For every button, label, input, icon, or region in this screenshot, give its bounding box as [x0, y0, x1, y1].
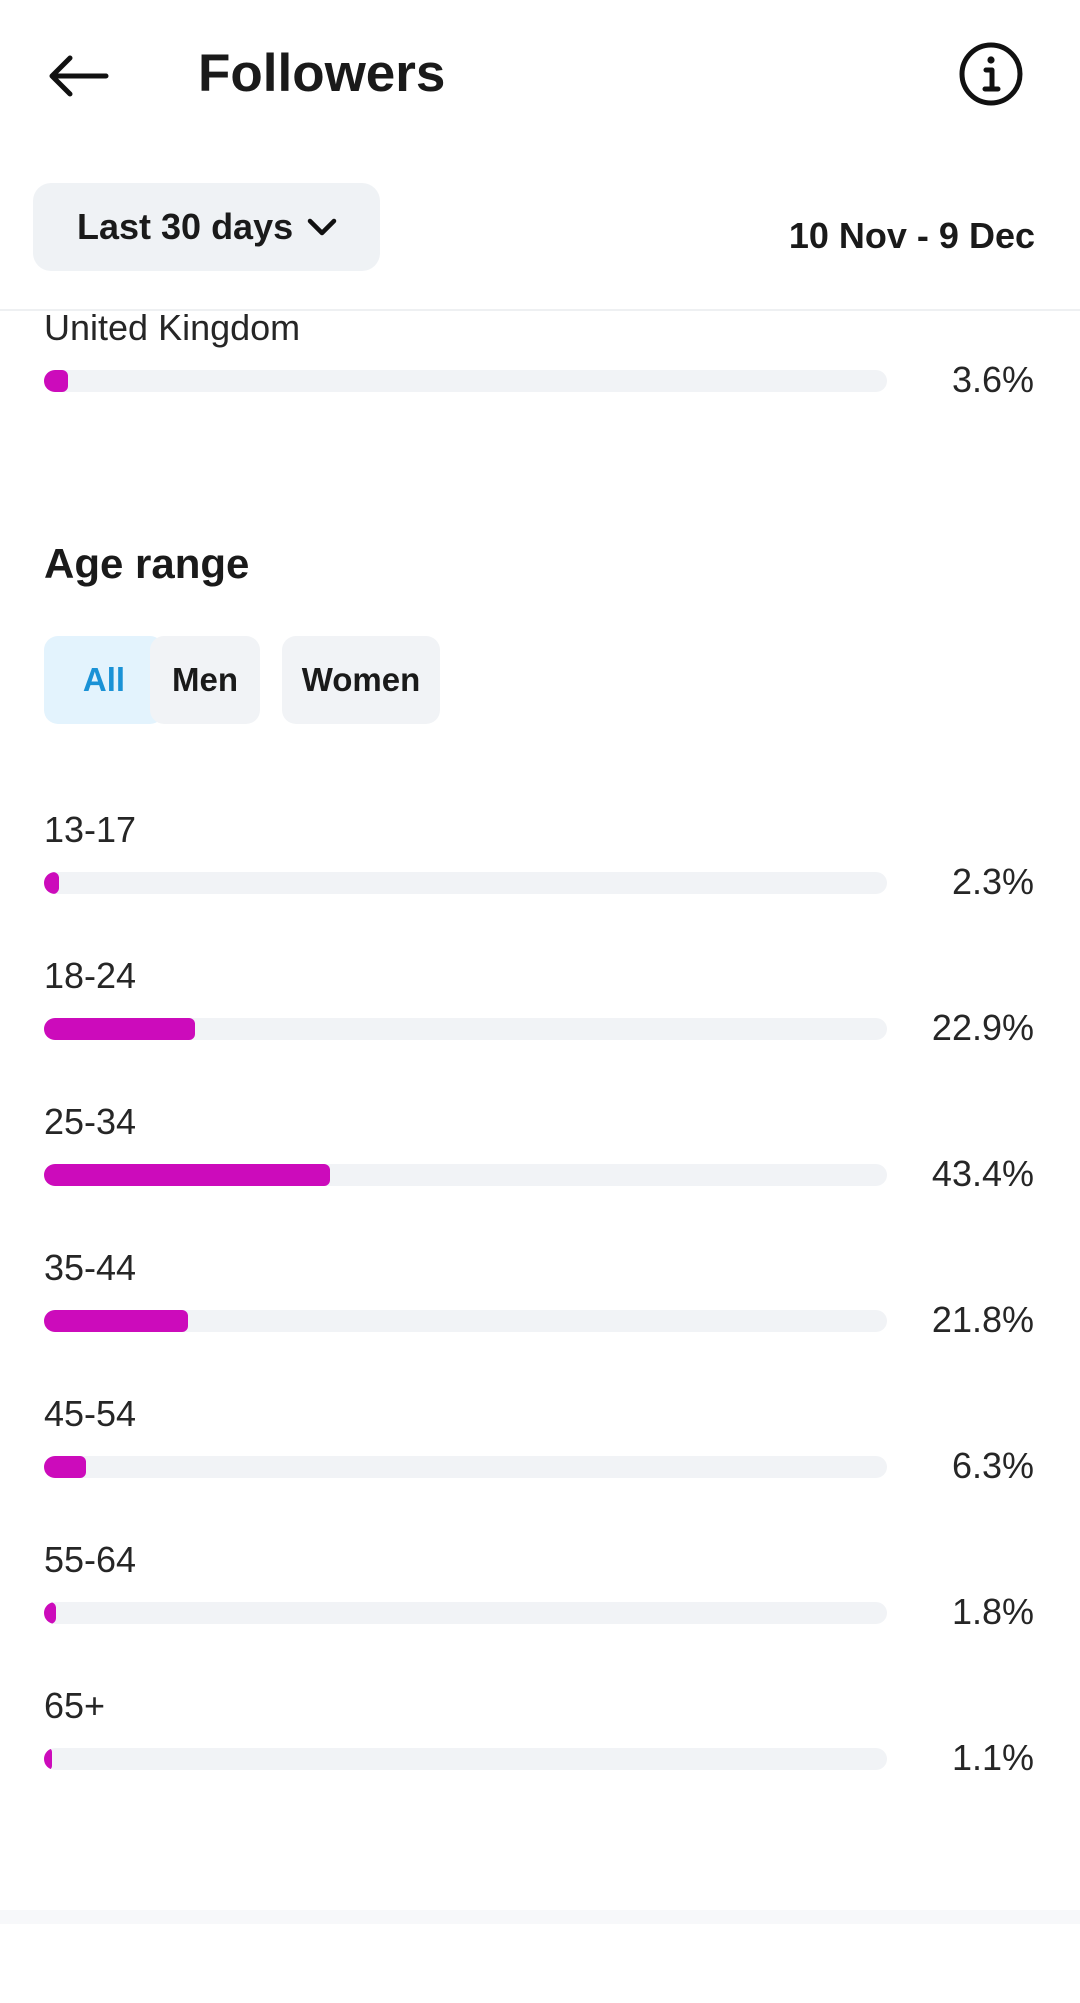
- location-label: United Kingdom: [44, 307, 301, 348]
- info-icon: [959, 42, 1023, 106]
- arrow-left-icon: [49, 55, 109, 97]
- age-bar-fill: [44, 1602, 56, 1624]
- segment-men[interactable]: Men: [150, 636, 260, 724]
- segment-men-label: Men: [172, 661, 238, 698]
- age-bar-track: [44, 1456, 887, 1478]
- age-value: 6.3%: [951, 1445, 1034, 1486]
- age-bar-track: [44, 872, 887, 894]
- app-header: Followers: [0, 0, 1080, 150]
- age-value: 21.8%: [931, 1299, 1034, 1340]
- age-label: 35-44: [44, 1247, 137, 1288]
- age-bar-fill: [44, 1456, 86, 1478]
- age-bar-track: [44, 1018, 887, 1040]
- chevron-down-icon: [307, 217, 337, 237]
- date-range: 10 Nov - 9 Dec: [788, 215, 1035, 256]
- segment-women[interactable]: Women: [282, 636, 440, 724]
- page-title: Followers: [198, 44, 446, 103]
- section-separator: [0, 1910, 1080, 1924]
- age-label: 18-24: [44, 955, 137, 996]
- age-range-title: Age range: [44, 540, 250, 587]
- age-bar-track: [44, 1164, 887, 1186]
- segment-all-label: All: [82, 661, 126, 698]
- age-value: 43.4%: [931, 1153, 1034, 1194]
- age-bar-track: [44, 1748, 887, 1770]
- segment-women-label: Women: [301, 661, 421, 698]
- age-bar-fill: [44, 1164, 330, 1186]
- age-label: 55-64: [44, 1539, 137, 1580]
- segment-all[interactable]: All: [44, 636, 164, 724]
- age-bar-track: [44, 1310, 887, 1332]
- age-value: 1.8%: [951, 1591, 1034, 1632]
- age-label: 25-34: [44, 1101, 137, 1142]
- age-bar-fill: [44, 1310, 188, 1332]
- location-bar-track: [44, 370, 887, 392]
- period-dropdown-label: Last 30 days: [77, 206, 294, 247]
- info-button[interactable]: [955, 38, 1027, 110]
- location-value: 3.6%: [951, 359, 1034, 400]
- age-bar-fill: [44, 1018, 195, 1040]
- age-label: 45-54: [44, 1393, 137, 1434]
- age-label: 65+: [44, 1685, 106, 1726]
- period-dropdown[interactable]: Last 30 days: [33, 183, 380, 271]
- age-bar-fill: [44, 1748, 52, 1770]
- location-bar-fill: [44, 370, 68, 392]
- age-label: 13-17: [44, 809, 137, 850]
- age-value: 1.1%: [951, 1737, 1034, 1778]
- age-value: 22.9%: [931, 1007, 1034, 1048]
- age-bar-fill: [44, 872, 59, 894]
- header-divider: [0, 309, 1080, 311]
- age-bar-track: [44, 1602, 887, 1624]
- back-button[interactable]: [38, 40, 118, 112]
- age-value: 2.3%: [951, 861, 1034, 902]
